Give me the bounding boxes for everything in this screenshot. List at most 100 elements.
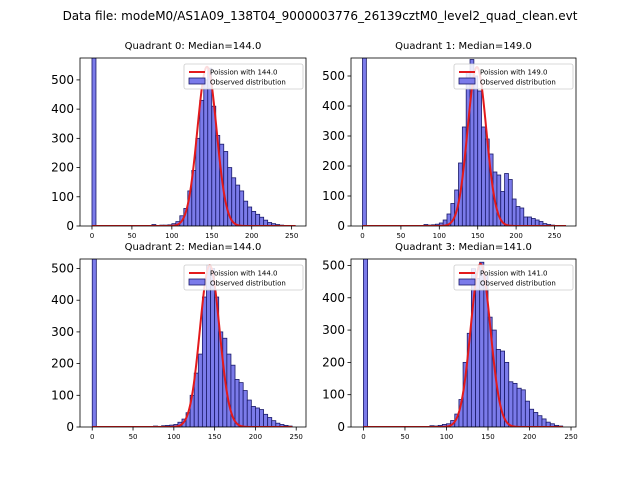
x-tick-label: 100: [440, 433, 453, 441]
y-tick-label: 100: [51, 388, 74, 402]
x-tick-label: 250: [564, 433, 577, 441]
legend: Poission with 149.0 Observed distribution: [453, 63, 574, 90]
x-tick-label: 100: [165, 232, 178, 240]
x-tick-label: 200: [523, 433, 536, 441]
histogram-bar: [477, 90, 482, 226]
histogram-bar: [223, 151, 229, 226]
histogram-bar: [263, 413, 269, 427]
histogram-bar: [533, 412, 539, 427]
histogram-bar: [515, 206, 521, 226]
histogram-bar: [504, 173, 509, 226]
legend-line-label: Poission with 149.0: [480, 69, 548, 77]
y-tick-label: 200: [51, 161, 74, 175]
legend-line-label: Poission with 144.0: [210, 270, 278, 278]
plot-area: [362, 58, 567, 226]
legend-bar-label: Observed distribution: [210, 79, 286, 87]
legend-bar-swatch: [458, 278, 476, 286]
histogram-bar: [473, 75, 479, 226]
x-tick-label: 50: [129, 433, 138, 441]
y-tick-label: 0: [66, 219, 74, 233]
figure-title: Data file: modeM0/AS1A09_138T04_90000037…: [63, 9, 578, 23]
y-tick-label: 500: [322, 258, 345, 272]
x-tick-label: 250: [548, 232, 561, 240]
y-tick-label: 400: [51, 293, 74, 307]
histogram-bar: [210, 268, 216, 427]
x-tick-label: 150: [481, 433, 494, 441]
histogram-bar: [197, 353, 203, 427]
x-tick-label: 150: [471, 232, 484, 240]
quadrant-panel-0: Quadrant 0: Median=144.00100200300400500…: [51, 41, 307, 240]
x-tick-label: 100: [167, 433, 180, 441]
x-tick-label: 50: [127, 232, 136, 240]
poisson-curve: [91, 65, 296, 226]
axes-frame: [350, 258, 577, 428]
histogram-bar: [246, 399, 252, 427]
histogram-bar: [465, 71, 471, 226]
histogram-bar: [203, 79, 209, 226]
y-tick-label: 100: [51, 190, 74, 204]
x-tick-label: 0: [90, 232, 94, 240]
legend-bar-label: Observed distribution: [480, 280, 556, 288]
histogram-bar: [519, 207, 525, 226]
x-tick-label: 200: [249, 433, 262, 441]
x-tick-label: 200: [509, 232, 522, 240]
poisson-curve: [363, 262, 563, 427]
y-tick-label: 500: [51, 73, 74, 87]
histogram-bar: [362, 58, 367, 226]
panel-title: Quadrant 2: Median=144.0: [125, 242, 262, 253]
plot-area: [91, 259, 293, 427]
plot-area: [91, 58, 296, 226]
histogram-bar: [520, 389, 526, 427]
histogram-bar: [259, 216, 265, 226]
histogram-bar: [259, 409, 264, 427]
y-tick-label: 200: [322, 159, 345, 173]
axes-frame: [79, 57, 307, 227]
histogram-bar: [527, 216, 532, 226]
y-tick-label: 500: [51, 262, 74, 276]
y-tick-label: 0: [337, 420, 345, 434]
histogram-bar: [511, 198, 517, 226]
x-tick-label: 250: [285, 232, 298, 240]
quadrant-panel-3: Quadrant 3: Median=141.00100200300400500…: [322, 242, 578, 441]
legend: Poission with 141.0 Observed distribution: [453, 264, 574, 291]
y-tick-label: 300: [51, 325, 74, 339]
x-tick-label: 0: [360, 232, 364, 240]
histogram-bar: [541, 418, 547, 427]
y-tick-label: 200: [51, 357, 74, 371]
axes-frame: [79, 258, 307, 428]
panel-title: Quadrant 3: Median=141.0: [395, 242, 532, 253]
histogram-bar: [523, 216, 529, 226]
histogram-bar: [201, 296, 207, 427]
histogram-bar: [537, 415, 543, 427]
y-tick-label: 500: [322, 69, 345, 83]
y-tick-label: 0: [66, 420, 74, 434]
x-tick-label: 50: [396, 232, 405, 240]
histogram-bar: [243, 200, 249, 226]
y-tick-label: 100: [322, 388, 345, 402]
histogram-bar: [363, 259, 369, 427]
x-tick-label: 150: [208, 433, 221, 441]
x-tick-label: 250: [290, 433, 303, 441]
y-tick-label: 200: [322, 355, 345, 369]
legend: Poission with 144.0 Observed distribution: [183, 264, 304, 291]
legend-line-label: Poission with 141.0: [480, 270, 548, 278]
histogram-bar: [91, 259, 97, 427]
legend-bar-swatch: [458, 77, 476, 85]
legend: Poission with 144.0 Observed distribution: [183, 63, 304, 90]
histogram-bar: [238, 382, 244, 427]
legend-bar-swatch: [188, 77, 206, 85]
histogram-bar: [195, 137, 201, 226]
histogram-bar: [508, 381, 514, 427]
legend-bar-swatch: [188, 278, 206, 286]
histogram-bar: [250, 405, 256, 427]
histogram-bar: [516, 387, 522, 427]
x-tick-label: 100: [433, 232, 446, 240]
x-tick-label: 50: [401, 433, 410, 441]
poisson-curve: [92, 264, 293, 427]
histogram-bar: [91, 58, 97, 226]
y-tick-label: 300: [322, 323, 345, 337]
plot-area: [363, 259, 564, 427]
quadrant-panel-2: Quadrant 2: Median=144.0 0 100 200 300 400 500…: [51, 242, 307, 441]
legend-box: [453, 264, 574, 291]
